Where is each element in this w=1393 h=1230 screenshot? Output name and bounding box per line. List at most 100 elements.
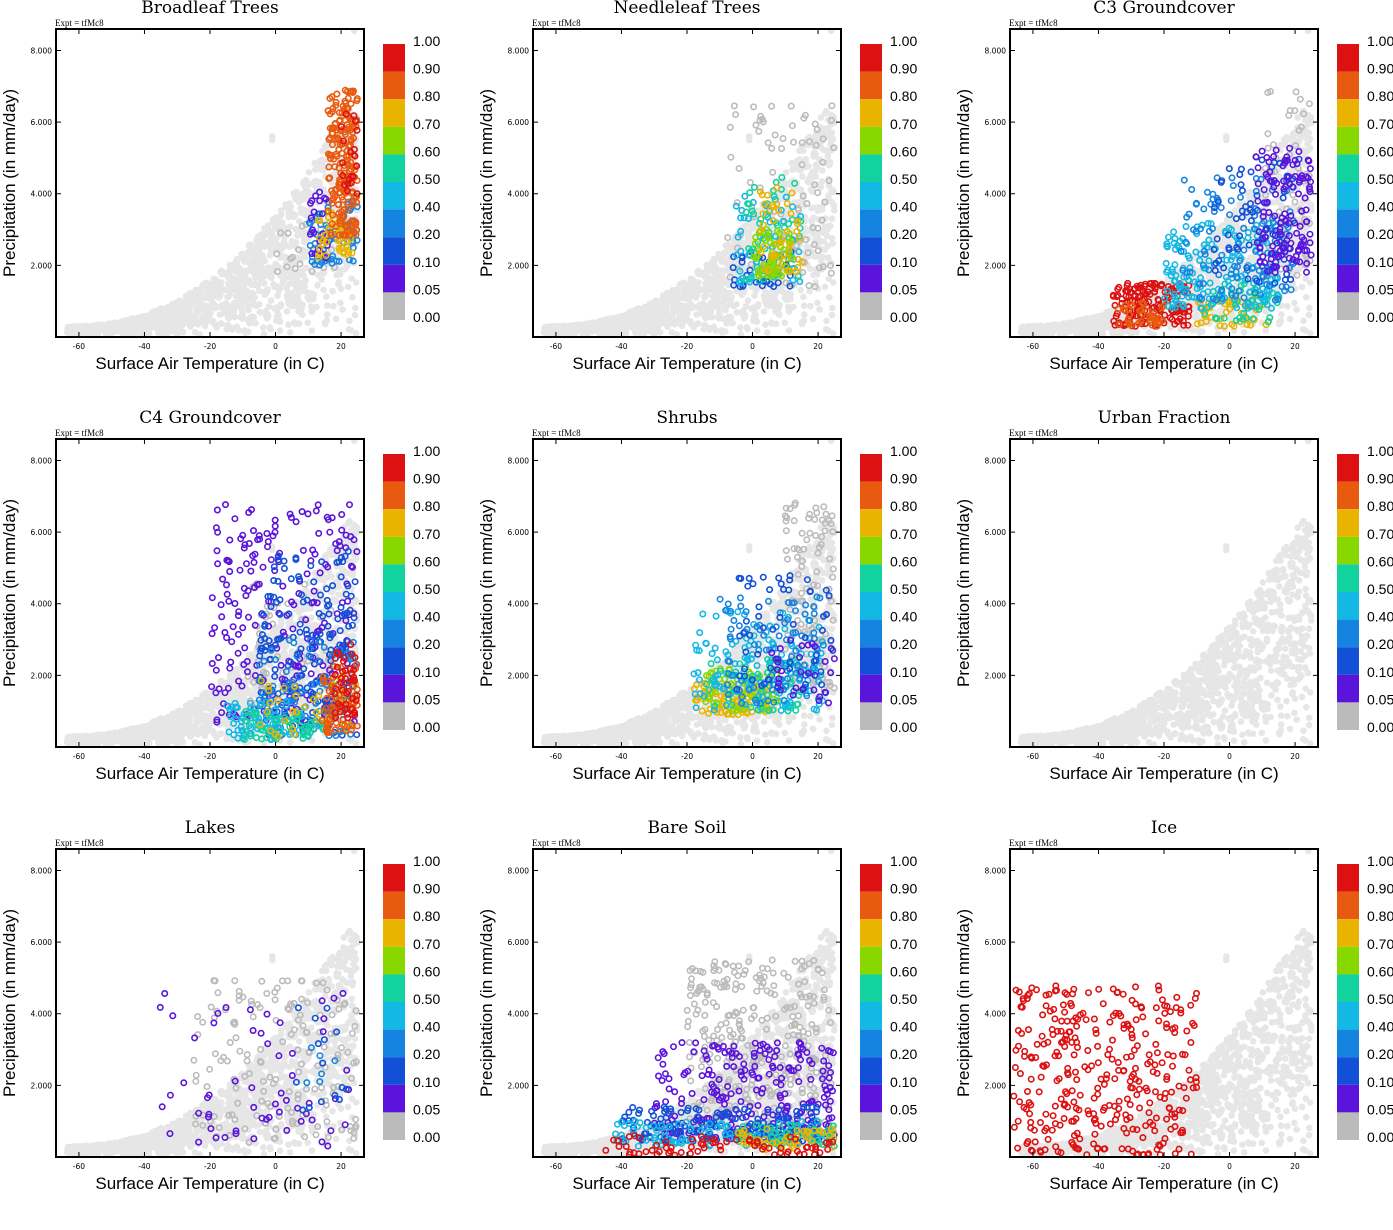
background-point	[310, 291, 317, 298]
y-axis-label: Precipitation (in mm/day)	[477, 89, 496, 277]
background-point	[210, 319, 217, 326]
background-point	[606, 322, 613, 329]
background-point	[313, 304, 320, 311]
background-point	[211, 286, 218, 293]
background-point	[1278, 318, 1285, 325]
colorbar-label: 0.20	[413, 226, 440, 242]
background-point	[1247, 189, 1254, 196]
background-point	[319, 148, 326, 155]
background-point	[790, 304, 797, 311]
background-point	[1083, 322, 1090, 329]
background-point	[715, 254, 722, 261]
colorbar-swatch	[860, 99, 882, 127]
background-point	[300, 273, 307, 280]
background-point	[193, 299, 200, 306]
background-point	[656, 303, 663, 310]
colorbar-label: 1.00	[413, 33, 440, 49]
background-point	[814, 300, 821, 307]
background-point	[721, 316, 728, 323]
background-point	[269, 137, 276, 144]
colorbar-swatch	[383, 72, 405, 100]
background-point	[193, 306, 200, 313]
y-tick-label: 8.000	[31, 46, 53, 55]
background-point	[293, 239, 300, 246]
background-point	[329, 288, 336, 295]
background-point	[782, 320, 789, 327]
background-point	[749, 224, 756, 231]
background-point	[814, 271, 821, 278]
colorbar-label: 1.00	[890, 33, 917, 49]
background-point	[1241, 329, 1248, 336]
background-point	[1146, 329, 1153, 336]
background-point	[1291, 300, 1298, 307]
background-point	[274, 292, 281, 299]
background-point	[811, 231, 818, 238]
y-tick-label: 6.000	[508, 118, 530, 127]
background-point	[244, 304, 251, 311]
background-point	[324, 302, 331, 309]
background-point	[246, 279, 253, 286]
y-tick-label: 4.000	[508, 190, 530, 199]
colorbar-label: 0.70	[413, 116, 440, 132]
background-point	[272, 261, 279, 268]
background-point	[1069, 327, 1076, 334]
background-point	[796, 148, 803, 155]
background-point	[287, 274, 294, 281]
background-point	[339, 306, 346, 313]
background-point	[689, 305, 696, 312]
background-point	[705, 306, 712, 313]
background-point	[212, 305, 219, 312]
background-point	[345, 284, 352, 291]
x-tick-label: -60	[550, 342, 562, 351]
background-point	[216, 291, 223, 298]
background-point	[764, 329, 771, 336]
background-point	[1306, 305, 1313, 312]
background-point	[302, 235, 309, 242]
background-point	[186, 309, 193, 316]
background-point	[705, 287, 712, 294]
x-tick-label: 0	[750, 342, 755, 351]
background-point	[158, 305, 165, 312]
background-point	[825, 153, 832, 160]
background-point	[250, 266, 257, 273]
background-point	[586, 321, 593, 328]
background-point	[98, 322, 105, 329]
background-point	[115, 327, 122, 334]
colorbar-swatch	[383, 210, 405, 238]
background-point	[695, 320, 702, 327]
background-point	[645, 321, 652, 328]
background-point	[217, 311, 224, 318]
colorbar-label: 0.00	[890, 309, 917, 325]
background-point	[314, 282, 321, 289]
background-point	[1223, 137, 1230, 144]
colorbar-label: 0.05	[413, 281, 440, 297]
background-point	[801, 318, 808, 325]
background-point	[228, 287, 235, 294]
background-point	[592, 327, 599, 334]
background-point	[253, 302, 260, 309]
background-point	[1113, 329, 1120, 336]
background-point	[1029, 327, 1036, 334]
background-point	[681, 284, 688, 291]
background-point	[568, 330, 575, 337]
background-point	[772, 308, 779, 315]
background-point	[1247, 254, 1254, 261]
background-point	[670, 299, 677, 306]
background-point	[637, 319, 644, 326]
background-point	[812, 152, 819, 159]
background-point	[636, 329, 643, 336]
background-point	[293, 269, 300, 276]
x-tick-label: -20	[204, 342, 216, 351]
background-point	[750, 318, 757, 325]
background-point	[680, 320, 687, 327]
background-point	[241, 268, 248, 275]
experiment-label: Expt = tfMc8	[1009, 18, 1058, 28]
background-point	[816, 306, 823, 313]
background-point	[179, 303, 186, 310]
background-point	[664, 323, 671, 330]
background-point	[232, 260, 239, 267]
background-point	[168, 321, 175, 328]
